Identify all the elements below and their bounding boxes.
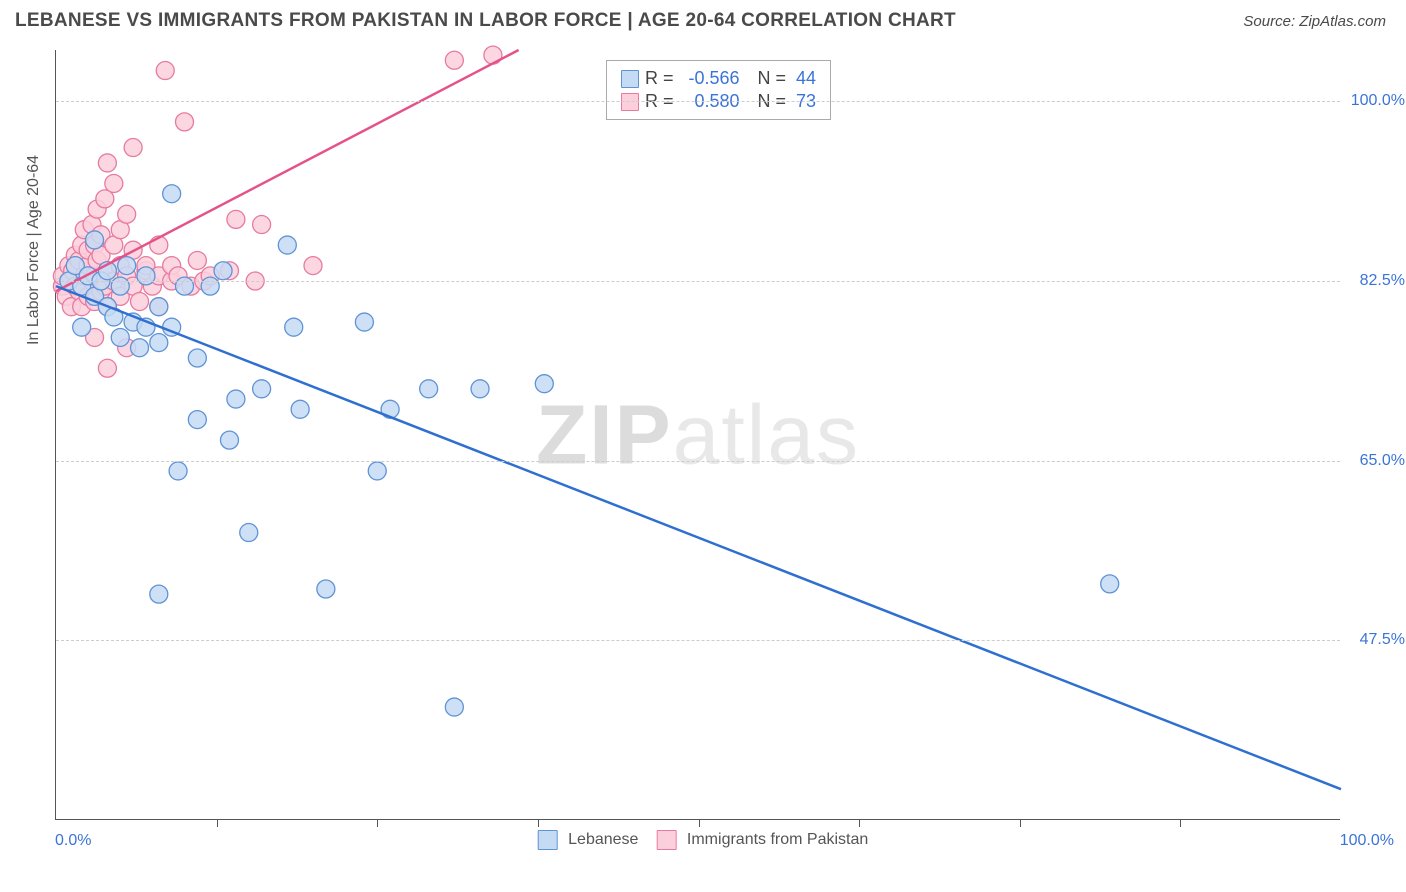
x-tick <box>1180 819 1181 827</box>
gridline <box>56 461 1340 462</box>
x-tick <box>1020 819 1021 827</box>
chart-header: LEBANESE VS IMMIGRANTS FROM PAKISTAN IN … <box>0 0 1406 37</box>
legend-item-1: Lebanese <box>538 830 639 850</box>
n-value-1: 44 <box>796 68 816 89</box>
source-value: ZipAtlas.com <box>1299 13 1386 30</box>
legend-row-1: R = -0.566 N = 44 <box>621 68 816 89</box>
x-tick <box>699 819 700 827</box>
y-tick-label: 65.0% <box>1360 452 1405 470</box>
scatter-svg <box>56 50 1340 819</box>
x-tick <box>377 819 378 827</box>
chart-title: LEBANESE VS IMMIGRANTS FROM PAKISTAN IN … <box>15 10 956 32</box>
x-axis-max-label: 100.0% <box>1340 832 1394 850</box>
gridline <box>56 640 1340 641</box>
x-tick <box>538 819 539 827</box>
series-legend: Lebanese Immigrants from Pakistan <box>538 830 869 850</box>
x-tick <box>217 819 218 827</box>
y-tick-label: 47.5% <box>1360 631 1405 649</box>
legend-item-2: Immigrants from Pakistan <box>656 830 868 850</box>
y-tick-label: 100.0% <box>1351 92 1405 110</box>
source-label: Source: ZipAtlas.com <box>1243 13 1386 30</box>
legend-label-2: Immigrants from Pakistan <box>687 831 868 848</box>
legend-swatch-lebanese <box>538 830 558 850</box>
legend-swatch-pakistan <box>656 830 676 850</box>
gridline <box>56 281 1340 282</box>
y-tick-label: 82.5% <box>1360 272 1405 290</box>
gridline <box>56 101 1340 102</box>
r-value-1: -0.566 <box>680 68 740 89</box>
chart-plot-area: ZIPatlas R = -0.566 N = 44 R = 0.580 N =… <box>55 50 1340 820</box>
x-axis-min-label: 0.0% <box>55 832 91 850</box>
correlation-legend: R = -0.566 N = 44 R = 0.580 N = 73 <box>606 60 831 120</box>
y-axis-label: In Labor Force | Age 20-64 <box>25 155 43 345</box>
legend-swatch-1 <box>621 70 639 88</box>
x-tick <box>859 819 860 827</box>
legend-label-1: Lebanese <box>568 831 638 848</box>
